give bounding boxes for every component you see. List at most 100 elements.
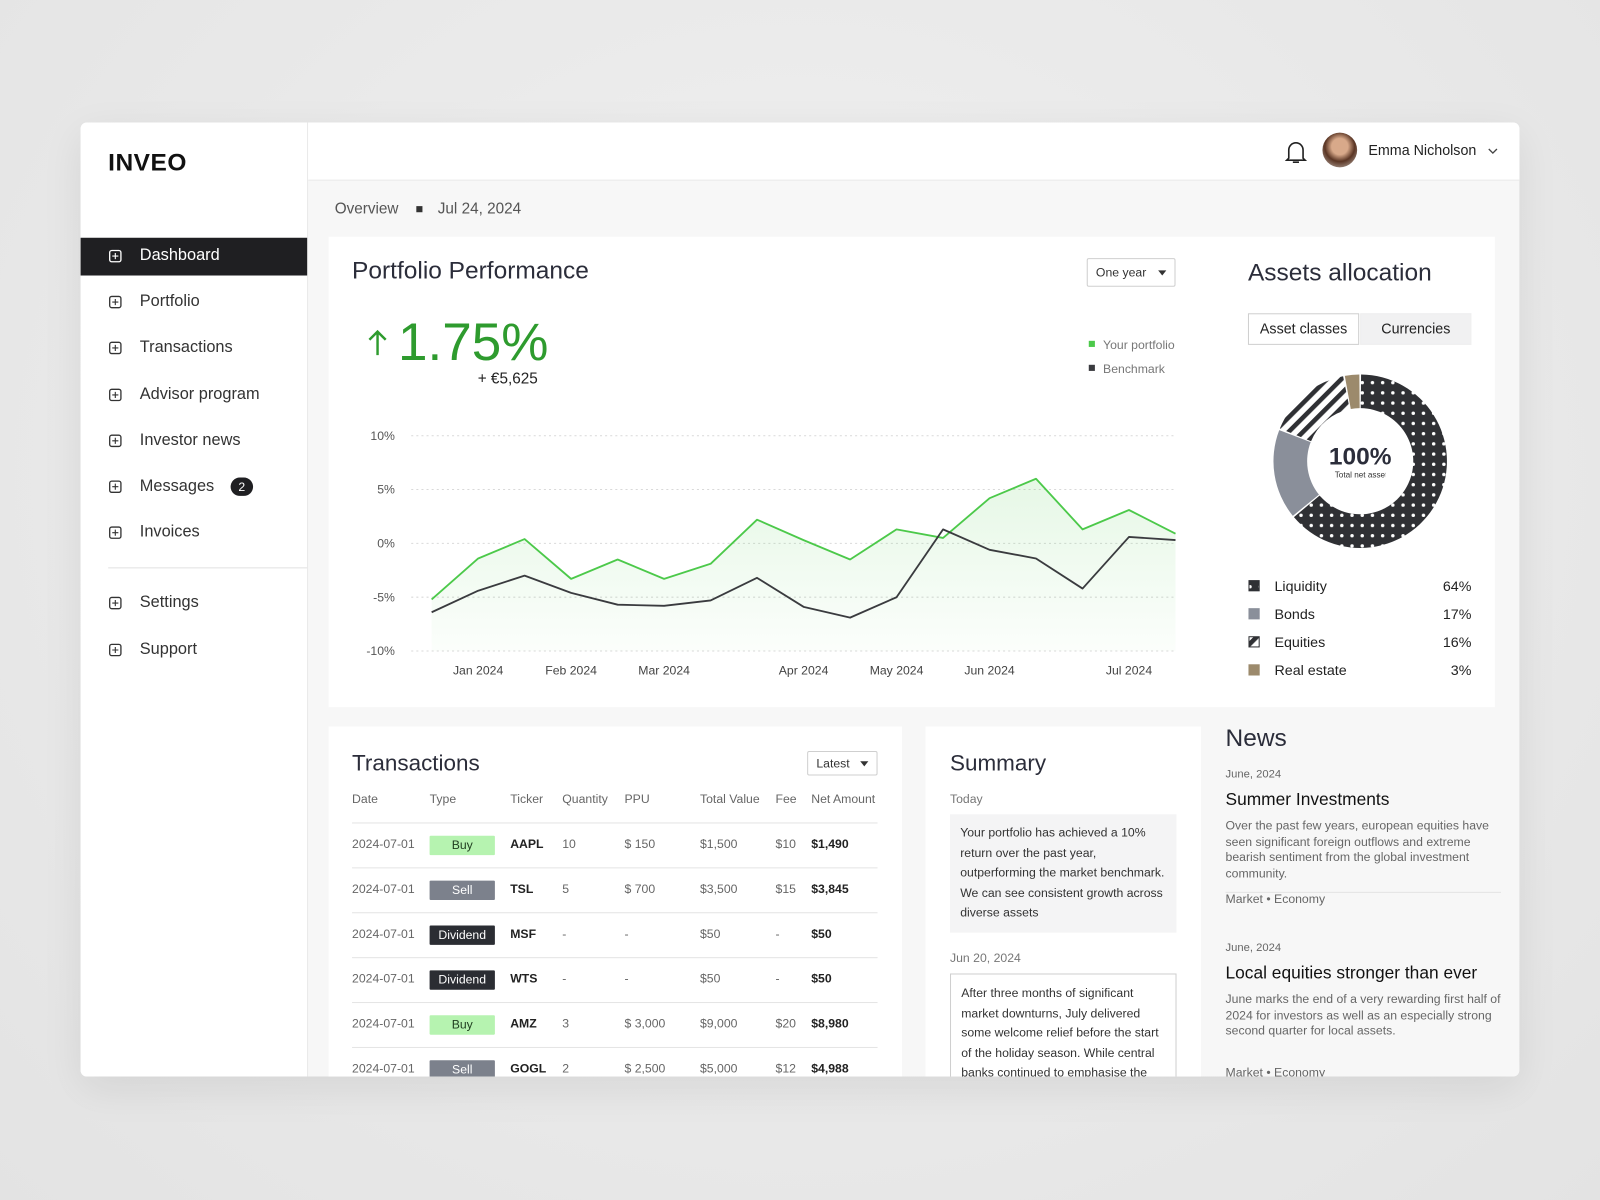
table-cell: $1,490: [811, 836, 849, 852]
summary-text: Your portfolio has achieved a 10% return…: [949, 814, 1177, 933]
news-panel: News June, 2024 Summer Investments Over th…: [1225, 724, 1502, 1077]
section-title: Summary: [949, 749, 1047, 776]
nav-label: Invoices: [139, 523, 200, 542]
top-bar: Emma Nicholson: [308, 122, 1520, 181]
nav-icon: [109, 249, 122, 263]
table-cell: -: [562, 971, 567, 986]
nav-label: Dashboard: [139, 246, 220, 265]
column-header: Type: [429, 791, 457, 807]
table-cell: $ 3,000: [624, 1016, 666, 1031]
performance-amount: + €5,625: [477, 370, 538, 388]
column-header: Ticker: [510, 791, 544, 807]
row-divider: [352, 1002, 878, 1004]
user-name[interactable]: Emma Nicholson: [1368, 141, 1477, 159]
nav-label: Messages: [139, 477, 215, 495]
news-text: June marks the end of a very rewarding f…: [1225, 991, 1501, 1039]
table-cell: 5: [562, 881, 570, 896]
range-dropdown[interactable]: One year: [1086, 258, 1176, 287]
summary-date: Jun 20, 2024: [949, 951, 1021, 966]
table-cell: $ 150: [624, 836, 656, 852]
nav-item[interactable]: Transactions: [81, 330, 308, 368]
table-cell: MSF: [510, 926, 537, 941]
nav-item[interactable]: Dashboard: [80, 237, 308, 276]
news-title[interactable]: Summer Investments: [1225, 789, 1390, 810]
divider: [108, 567, 308, 569]
chart-title: Portfolio Performance: [352, 257, 589, 285]
table-cell: $50: [699, 926, 721, 941]
column-header: Net Amount: [811, 791, 876, 807]
user-menu-chevron[interactable]: [1488, 147, 1498, 155]
type-badge: Buy: [429, 1015, 495, 1035]
trend-arrow: [368, 329, 387, 356]
table-cell: -: [624, 926, 629, 941]
row-divider: [352, 1046, 878, 1048]
row-divider: [352, 822, 878, 824]
nav-item[interactable]: Portfolio: [81, 284, 308, 322]
type-badge: Buy: [429, 835, 495, 856]
nav-item[interactable]: Investor news: [81, 422, 308, 460]
news-date: June, 2024: [1225, 768, 1282, 781]
column-header: Fee: [775, 791, 797, 807]
column-header: PPU: [624, 791, 650, 807]
nav-item[interactable]: Advisor program: [81, 376, 308, 414]
brand: INVEO: [108, 148, 187, 177]
table-cell: $1,500: [699, 836, 738, 852]
tab[interactable]: Currencies: [1360, 313, 1472, 345]
row-divider: [352, 912, 878, 914]
table-cell: 2024-07-01: [352, 836, 415, 852]
breadcrumb-section: Overview: [334, 199, 399, 218]
nav-icon: [109, 388, 122, 401]
table-cell: 2024-07-01: [352, 1061, 415, 1076]
table-cell: $ 700: [624, 881, 656, 896]
type-badge: Dividend: [429, 925, 495, 945]
nav-label: Transactions: [139, 339, 233, 357]
news-date: June, 2024: [1225, 941, 1282, 955]
table-cell: $50: [811, 971, 832, 986]
performance-card: Portfolio Performance One year 1.75% + €…: [328, 236, 1495, 708]
nav-label: Support: [139, 640, 197, 658]
sidebar: INVEO Dashboard Portfolio Transactions Advi…: [80, 122, 309, 1077]
table-cell: $3,500: [699, 881, 738, 896]
table-cell: $3,845: [811, 881, 849, 896]
performance-change: 1.75%: [397, 313, 549, 373]
column-header: Total Value: [699, 791, 760, 807]
table-cell: 10: [562, 836, 576, 852]
news-title[interactable]: Local equities stronger than ever: [1225, 963, 1478, 983]
avatar[interactable]: [1322, 132, 1358, 168]
section-title: Transactions: [352, 749, 480, 776]
summary-date: Today: [949, 791, 983, 807]
nav-label: Portfolio: [139, 293, 200, 311]
nav-item[interactable]: Messages 2: [81, 468, 308, 506]
nav-icon: [109, 480, 122, 494]
table-cell: 2024-07-01: [352, 881, 415, 896]
table-cell: $15: [775, 881, 796, 896]
tab[interactable]: Asset classes: [1247, 313, 1360, 345]
nav-label: Settings: [139, 593, 199, 612]
row-divider: [352, 867, 878, 869]
nav-label: Advisor program: [139, 385, 260, 403]
news-tags: Market • Economy: [1225, 891, 1326, 907]
table-cell: 2024-07-01: [352, 1016, 415, 1031]
nav-item[interactable]: Support: [81, 631, 308, 669]
nav-icon: [109, 342, 122, 355]
table-cell: $5,000: [699, 1061, 738, 1076]
table-cell: $9,000: [699, 1016, 738, 1031]
nav-item[interactable]: Settings: [81, 585, 308, 623]
table-cell: $20: [775, 1016, 796, 1031]
column-header: Date: [352, 791, 378, 807]
table-cell: WTS: [510, 971, 538, 986]
type-badge: Sell: [429, 880, 495, 900]
column-header: Quantity: [562, 791, 608, 807]
table-cell: 2024-07-01: [352, 926, 415, 941]
nav-icon: [109, 434, 122, 447]
table-cell: $12: [775, 1061, 796, 1076]
sort-dropdown[interactable]: Latest: [807, 751, 878, 776]
summary-card: Summary Today Your portfolio has achieved…: [925, 726, 1202, 1077]
breadcrumb-separator: [416, 206, 423, 213]
nav-item[interactable]: Invoices: [81, 514, 308, 552]
table-cell: $50: [699, 971, 721, 986]
notification-bell[interactable]: [1284, 139, 1308, 166]
nav-icon: [109, 295, 122, 309]
table-cell: $4,988: [811, 1061, 849, 1076]
